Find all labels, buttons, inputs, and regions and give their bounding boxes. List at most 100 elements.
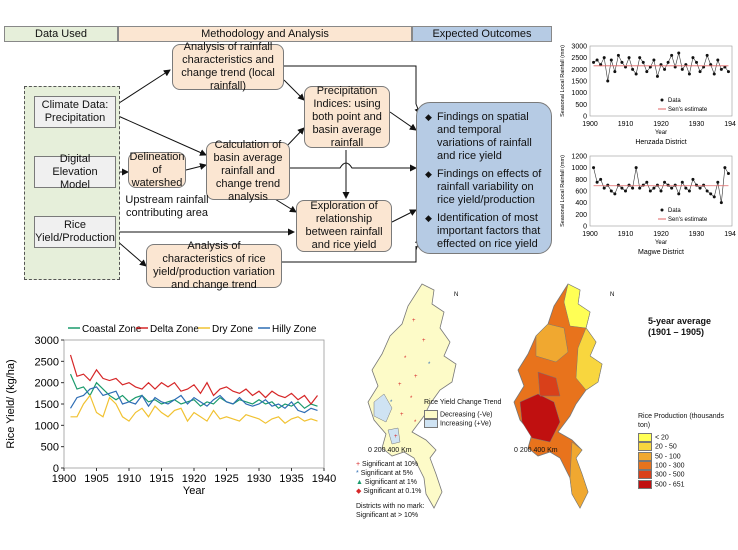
x-tick-label: 1900 (52, 473, 76, 485)
data-point (687, 189, 691, 193)
legend-item: < 20 (638, 433, 728, 442)
svg-text:*: * (414, 420, 417, 426)
legend-label: 300 - 500 (655, 471, 685, 479)
data-point (719, 67, 723, 71)
production-legend: Rice Production (thousands ton) < 20 20 -… (638, 412, 728, 489)
svg-text:+: + (394, 434, 398, 440)
y-tick-label: 1200 (571, 154, 587, 161)
svg-text:*: * (390, 400, 393, 406)
data-point (631, 186, 635, 190)
data-point (695, 60, 698, 64)
outcome-item: Identification of most important factors… (425, 212, 543, 251)
y-axis-label: Rice Yield/ (kg/ha) (5, 359, 17, 448)
data-line (593, 52, 729, 82)
x-tick-label: 1935 (279, 473, 303, 485)
legend-item: 300 - 500 (638, 470, 728, 480)
data-point (616, 183, 620, 187)
x-tick-label: 1920 (653, 231, 669, 238)
data-line (593, 166, 729, 203)
x-tick-label: 1920 (653, 121, 669, 128)
legend-item: 500 - 651 (638, 479, 728, 489)
data-point (609, 58, 613, 62)
legend-data-marker (660, 98, 664, 102)
data-point (663, 180, 667, 184)
sig-item: + Significant at 10% (356, 460, 452, 469)
data-point (684, 63, 688, 67)
data-point (691, 177, 695, 181)
data-point (627, 56, 631, 60)
y-tick-label: 200 (575, 212, 587, 219)
svg-text:+: + (398, 382, 402, 388)
outcome-item: Findings on effects of rainfall variabil… (425, 168, 543, 207)
data-point (716, 58, 720, 62)
data-point (719, 201, 723, 205)
data-point (627, 183, 631, 187)
y-tick-label: 2000 (35, 378, 59, 390)
climate-data-box: Climate Data: Precipitation (34, 96, 116, 128)
swatch-increasing (424, 419, 438, 429)
outcomes-box: Findings on spatial and temporal variati… (416, 102, 552, 254)
legend-label: 100 - 300 (655, 462, 685, 470)
legend-sen-label: Sen's estimate (668, 107, 708, 113)
legend-label: 50 - 100 (655, 453, 681, 461)
data-point (592, 60, 596, 64)
svg-text:+: + (400, 412, 404, 418)
x-axis-label: Year (655, 130, 667, 136)
upstream-label: Upstream rainfall contributing area (125, 194, 209, 219)
plot-area (589, 155, 733, 227)
y-axis-label: Seasonal Local Rainfall (mm) (560, 155, 566, 227)
legend-item: 50 - 100 (638, 451, 728, 461)
plus-icon: + (356, 461, 361, 468)
x-tick-label: 1905 (84, 473, 108, 485)
increasing-region (387, 427, 401, 445)
legend-swatch (638, 451, 652, 461)
y-tick-label: 2500 (35, 356, 59, 368)
basin-calc-box: Calculation of basin average rainfall an… (206, 139, 290, 203)
prod-region-north (563, 283, 591, 329)
legend-data-label: Data (668, 98, 681, 104)
data-point (726, 70, 730, 74)
data-point (641, 183, 645, 187)
production-map: N (513, 283, 614, 509)
data-point (620, 186, 624, 190)
data-point (592, 166, 596, 170)
data-point (659, 189, 663, 193)
x-tick-label: 1925 (214, 473, 238, 485)
legend-swatch (638, 461, 652, 471)
svg-text:+: + (422, 338, 426, 344)
production-legend-items: < 20 20 - 50 50 - 100 100 - 300 300 - 500 500… (638, 433, 728, 489)
data-point (624, 65, 627, 69)
star-icon: * (356, 470, 359, 477)
svg-text:*: * (428, 362, 431, 368)
sig-label: Significant at 5% (360, 470, 413, 477)
data-point (716, 180, 720, 184)
data-point (702, 183, 706, 187)
y-tick-label: 1000 (35, 420, 59, 432)
data-point (723, 65, 727, 69)
x-axis-label: Year (655, 240, 667, 246)
outcome-item: Findings on spatial and temporal variati… (425, 111, 543, 163)
sig-item: ▲ Significant at 1% (356, 478, 452, 487)
x-tick-label: 1930 (689, 231, 705, 238)
data-point (670, 53, 674, 57)
legend-item: 100 - 300 (638, 461, 728, 471)
data-point (599, 177, 603, 181)
series-line (69, 354, 318, 405)
y-tick-label: 2500 (571, 55, 587, 62)
data-point (673, 183, 677, 187)
data-point (698, 70, 702, 74)
y-tick-label: 3000 (35, 335, 59, 347)
legend-swatch (638, 433, 652, 442)
data-point (652, 186, 656, 190)
y-tick-label: 3000 (571, 44, 587, 51)
data-point (638, 186, 642, 190)
data-point (684, 186, 688, 190)
x-tick-label: 1940 (724, 231, 736, 238)
data-point (638, 56, 642, 60)
y-tick-label: 500 (41, 442, 59, 454)
data-point (687, 72, 691, 76)
data-point (624, 189, 627, 193)
sig-label: Significant at 10% (362, 461, 419, 468)
district-label: Henzada District (635, 139, 686, 146)
legend-label: Increasing (+Ve) (439, 420, 492, 428)
